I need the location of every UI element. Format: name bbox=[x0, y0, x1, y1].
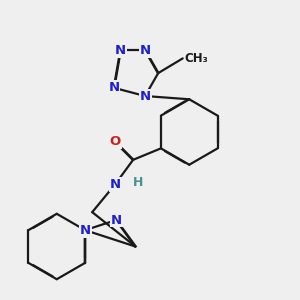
Text: N: N bbox=[80, 224, 91, 237]
Text: N: N bbox=[115, 44, 126, 57]
Text: H: H bbox=[133, 176, 143, 189]
Text: N: N bbox=[110, 178, 121, 191]
Text: CH₃: CH₃ bbox=[184, 52, 208, 65]
Text: O: O bbox=[110, 135, 121, 148]
Text: N: N bbox=[80, 224, 91, 237]
Text: N: N bbox=[140, 89, 151, 103]
Text: N: N bbox=[108, 81, 120, 94]
Text: N: N bbox=[140, 44, 151, 57]
Text: N: N bbox=[111, 214, 122, 226]
